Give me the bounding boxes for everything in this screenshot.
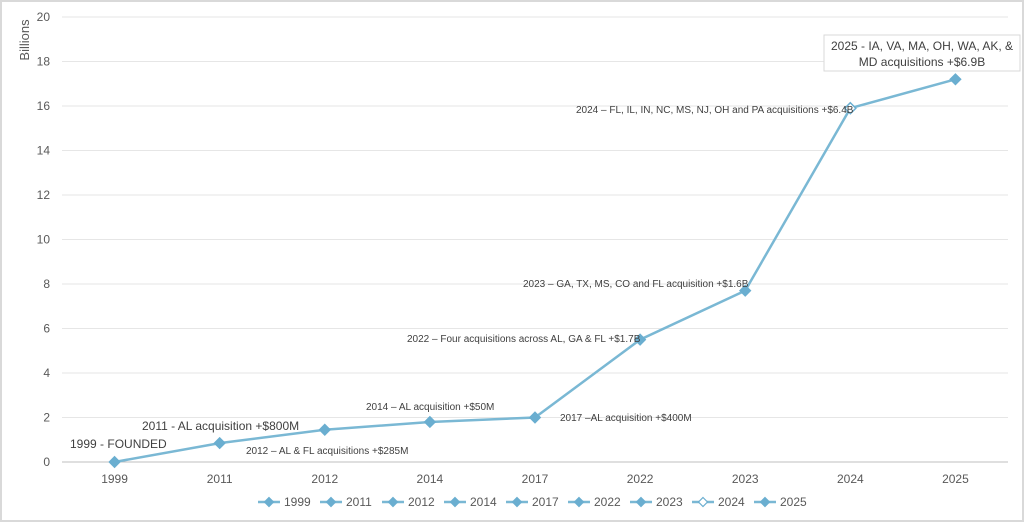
x-tick-label: 2017 <box>522 472 549 486</box>
legend-label-2023: 2023 <box>656 495 683 509</box>
legend-label-2025: 2025 <box>780 495 807 509</box>
y-tick-label: 10 <box>37 233 51 247</box>
y-tick-label: 16 <box>37 99 51 113</box>
annotation-2023: 2023 – GA, TX, MS, CO and FL acquisition… <box>523 279 749 290</box>
y-tick-label: 0 <box>43 455 50 469</box>
annotation-2025-box <box>823 34 1021 72</box>
legend-label-2022: 2022 <box>594 495 621 509</box>
y-tick-label: 12 <box>37 188 51 202</box>
x-tick-label: 1999 <box>101 472 128 486</box>
y-tick-label: 14 <box>37 144 51 158</box>
x-tick-label: 2014 <box>417 472 444 486</box>
annotation-1999: 1999 - FOUNDED <box>70 437 167 451</box>
legend-label-2024: 2024 <box>718 495 745 509</box>
annotation-2014: 2014 – AL acquisition +$50M <box>366 402 494 413</box>
legend-label-2012: 2012 <box>408 495 435 509</box>
y-axis-label: Billions <box>17 19 32 61</box>
legend-marker-2012 <box>387 496 399 508</box>
annotation-2024: 2024 – FL, IL, IN, NC, MS, NJ, OH and PA… <box>576 105 854 116</box>
y-tick-label: 18 <box>37 55 51 69</box>
legend-marker-2024 <box>697 496 709 508</box>
x-tick-label: 2022 <box>627 472 654 486</box>
y-tick-label: 2 <box>43 411 50 425</box>
legend-marker-2022 <box>573 496 585 508</box>
annotation-2017: 2017 –AL acquisition +$400M <box>560 413 692 424</box>
y-tick-labels: 0 2 4 6 8 10 12 14 16 18 20 <box>37 10 51 469</box>
annotation-2011: 2011 - AL acquisition +$800M <box>142 419 299 433</box>
marker-2023 <box>739 284 752 297</box>
x-tick-labels: 1999 2011 2012 2014 2017 2022 2023 2024 2025 <box>101 472 969 486</box>
marker-2014 <box>423 415 437 429</box>
y-tick-label: 20 <box>37 10 51 24</box>
marker-2024 <box>843 101 857 115</box>
marker-2025 <box>949 73 962 86</box>
x-tick-label: 2025 <box>942 472 969 486</box>
legend-marker-2025 <box>759 496 771 508</box>
y-tick-label: 8 <box>43 277 50 291</box>
legend-marker-1999 <box>263 496 275 508</box>
legend-label-2017: 2017 <box>532 495 559 509</box>
marker-2011 <box>213 436 226 450</box>
x-tick-label: 2012 <box>311 472 338 486</box>
series-markers <box>108 73 962 469</box>
gridlines <box>62 16 1008 463</box>
marker-2017 <box>528 411 542 424</box>
legend-marker-2017 <box>511 496 523 508</box>
legend-marker-2011 <box>325 496 337 508</box>
x-tick-label: 2024 <box>837 472 864 486</box>
legend-marker-2014 <box>449 496 461 508</box>
marker-2022 <box>633 333 647 346</box>
legend-label-2014: 2014 <box>470 495 497 509</box>
annotation-2022: 2022 – Four acquisitions across AL, GA &… <box>407 334 641 345</box>
x-tick-label: 2023 <box>732 472 759 486</box>
annotation-2025-line2: MD acquisitions +$6.9B <box>859 55 985 69</box>
series-line <box>114 78 956 464</box>
annotation-2025-line1: 2025 - IA, VA, MA, OH, WA, AK, & <box>831 39 1013 53</box>
y-tick-label: 6 <box>43 322 50 336</box>
marker-1999 <box>108 455 121 469</box>
y-tick-label: 4 <box>43 366 50 380</box>
marker-2012 <box>318 423 331 436</box>
legend-label-2011: 2011 <box>346 495 372 509</box>
annotation-2012: 2012 – AL & FL acquisitions +$285M <box>246 446 408 457</box>
legend-marker-2023 <box>635 496 647 508</box>
legend-label-1999: 1999 <box>284 495 311 509</box>
legend: 1999 2011 2012 2014 2017 2022 2023 2024 2025 <box>258 495 807 509</box>
x-tick-label: 2011 <box>207 472 233 486</box>
